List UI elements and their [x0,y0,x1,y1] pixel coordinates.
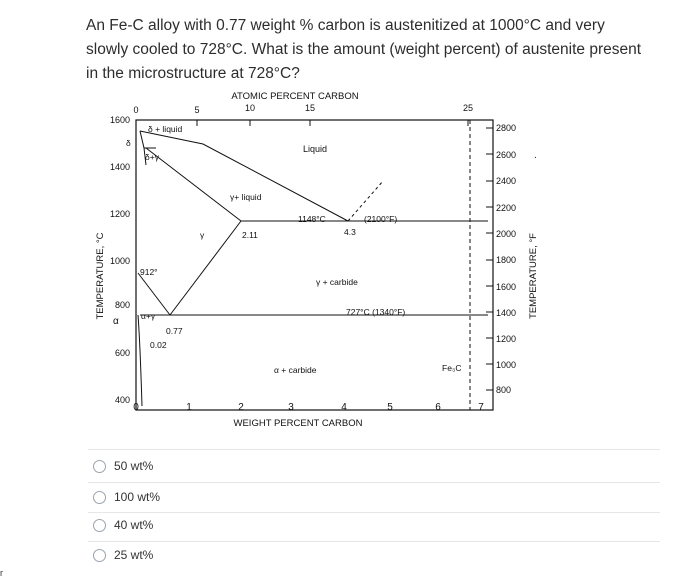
label-gamma-liquid: γ+ liquid [230,192,262,202]
label-727: 727°C (1340°F) [346,307,405,317]
left-tick-1600: 1600 [110,115,130,125]
top-tick-10: 10 [245,103,255,113]
right-tick-2200: 2200 [496,203,516,213]
radio-button-icon[interactable] [93,459,106,473]
divider-2 [88,482,660,483]
right-tick-1600: 1600 [496,282,516,292]
top-tick-25: 25 [463,103,473,113]
right-tick-2600: 2600 [496,150,516,160]
right-tick-2800: 2800 [496,123,516,133]
divider-1 [88,449,660,450]
divider-4 [88,541,660,542]
left-tick-600: 600 [115,348,130,358]
label-delta-gamma: δ+γ [145,152,160,162]
label-liquid: Liquid [303,144,327,154]
radio-button-icon[interactable] [93,518,106,532]
left-tick-1400: 1400 [110,162,130,172]
bottom-tick-2: 2 [238,402,244,413]
bottom-tick-1: 1 [186,402,192,413]
bottom-tick-3: 3 [288,402,294,413]
right-axis-title: TEMPERATURE, °F [528,233,539,319]
bottom-axis-title: WEIGHT PERCENT CARBON [234,418,363,429]
label-211: 2.11 [242,230,258,240]
label-gamma: γ [200,230,205,240]
radio-button-icon[interactable] [93,490,106,504]
radio-button-icon[interactable] [93,548,106,562]
option-100-wt[interactable]: 100 wt% [93,490,160,504]
top-axis-title: ATOMIC PERCENT CARBON [231,91,358,102]
left-tick-1000: 1000 [110,256,130,266]
right-tick-2000: 2000 [496,229,516,239]
option-label: 50 wt% [114,459,154,473]
label-alpha-gamma: α+γ [141,311,156,321]
bottom-tick-0: 0 [133,402,139,413]
top-tick-marks [196,120,469,126]
right-tick-1400: 1400 [496,308,516,318]
top-tick-5: 5 [194,105,199,115]
label-alpha-carbide: α + carbide [274,365,317,375]
bottom-tick-4: 4 [341,402,347,413]
edge-mark: r [0,568,3,578]
label-gamma-carbide: γ + carbide [316,277,358,287]
option-label: 100 wt% [114,490,161,504]
label-alpha: α [113,316,119,327]
label-43: 4.3 [344,227,356,237]
bottom-ticks: 0 1 2 3 4 5 6 7 [133,402,484,413]
right-tick-1200: 1200 [496,334,516,344]
left-tick-1200: 1200 [110,209,130,219]
stray-period: . [534,150,537,161]
question-text: An Fe-C alloy with 0.77 weight % carbon … [86,17,642,82]
option-label: 25 wt% [114,548,154,562]
label-002: 0.02 [150,340,167,350]
bottom-tick-5: 5 [387,402,393,413]
plot-frame [135,119,494,411]
left-axis-title: TEMPERATURE, °C [95,232,106,319]
fe-c-phase-diagram: ATOMIC PERCENT CARBON 0 5 10 15 25 TEMPE… [95,91,539,429]
option-50-wt[interactable]: 50 wt% [93,459,153,473]
bottom-tick-6: 6 [435,402,441,413]
right-ticks: 2800 2600 2400 2200 2000 1800 1600 1400 … [496,123,516,395]
phase-boundaries [137,120,488,410]
right-tick-1800: 1800 [496,255,516,265]
label-1148: 1148°C [298,214,326,224]
left-tick-800: 800 [115,300,130,310]
left-tick-400: 400 [115,395,130,405]
label-077: 0.77 [166,326,183,336]
label-delta: δ [126,138,131,148]
right-tick-800: 800 [496,385,511,395]
option-25-wt[interactable]: 25 wt% [93,548,153,562]
top-tick-15: 15 [305,103,315,113]
right-tick-marks [486,127,493,391]
option-40-wt[interactable]: 40 wt% [93,518,153,532]
option-label: 40 wt% [114,518,154,532]
bottom-tick-7: 7 [478,402,484,413]
label-2100f: (2100°F) [364,214,397,224]
label-912: 912° [140,267,158,277]
right-tick-2400: 2400 [496,176,516,186]
top-tick-0: 0 [133,105,138,115]
right-tick-1000: 1000 [496,360,516,370]
divider-3 [88,512,660,513]
label-fe3c: Fe₃C [442,363,462,373]
label-delta-liquid: δ + liquid [148,124,183,134]
